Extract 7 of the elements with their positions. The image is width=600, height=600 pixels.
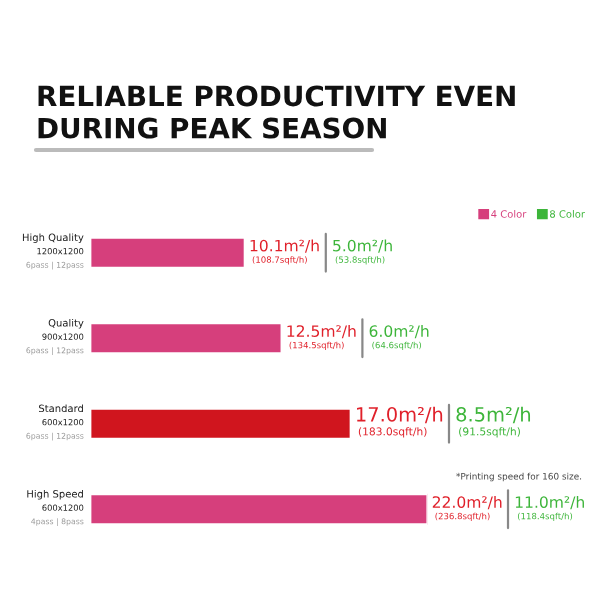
chart-title: RELIABLE PRODUCTIVITY EVEN DURING PEAK SEASON [38, 85, 515, 139]
text: 8.5m²/h [456, 406, 531, 424]
bar [90, 321, 284, 356]
bar [90, 235, 247, 270]
data-label: 17.0m²/h [357, 406, 443, 424]
bar [90, 406, 353, 441]
bar [90, 492, 428, 527]
